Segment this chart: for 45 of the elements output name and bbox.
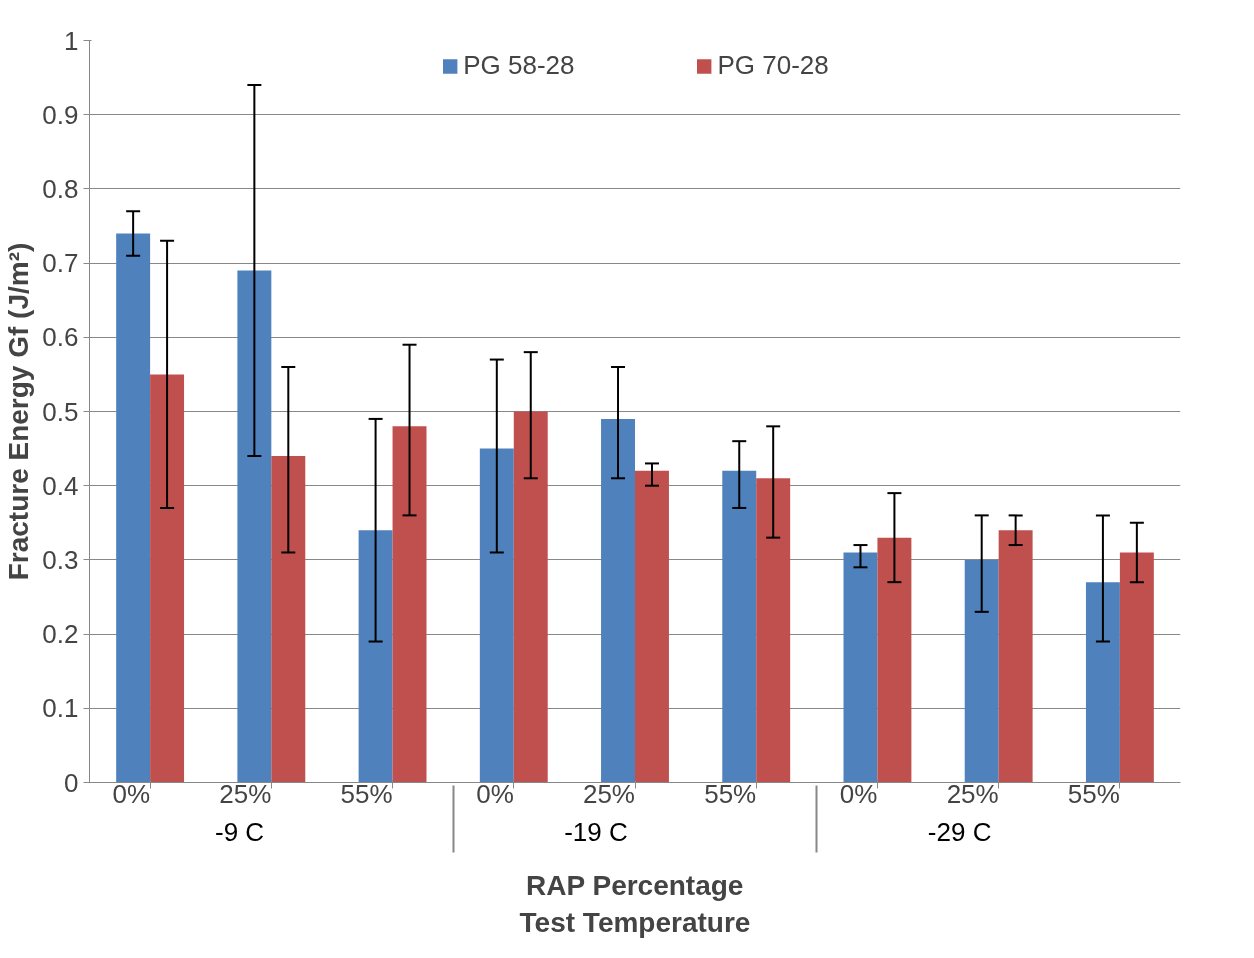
y-tick-label: 0.6 xyxy=(42,322,79,353)
bar xyxy=(271,456,306,783)
bar xyxy=(479,448,514,783)
x-axis-title: RAP Percentage Test Temperature xyxy=(519,869,751,938)
legend-label: PG 70-28 xyxy=(717,50,829,81)
bar xyxy=(635,470,669,783)
x-tick-label: 25% xyxy=(219,778,272,809)
x-tick-label: 0% xyxy=(839,778,878,809)
bar xyxy=(722,470,757,783)
text: -19 C xyxy=(564,816,628,847)
bar xyxy=(843,552,878,783)
bar xyxy=(237,270,272,783)
y-tick-label: 0.4 xyxy=(42,470,79,501)
text: -9 C xyxy=(214,816,265,847)
y-tick-label: 0.9 xyxy=(42,99,79,130)
y-tick-label: 0.8 xyxy=(42,173,79,204)
bar xyxy=(1119,552,1154,783)
x-tick-label: 55% xyxy=(1067,778,1120,809)
x-tick-label: 55% xyxy=(340,778,393,809)
x-tick-label: 0% xyxy=(476,778,514,809)
bar xyxy=(756,478,791,783)
bar xyxy=(964,559,999,783)
y-tick-label: 1 xyxy=(64,25,79,56)
bar xyxy=(150,374,185,783)
y-tick-label: 0.1 xyxy=(42,693,79,724)
y-tick-label: 0 xyxy=(64,767,79,798)
x-tick-label: 25% xyxy=(582,778,636,809)
x-tick-label: 55% xyxy=(704,778,757,809)
text: -29 C xyxy=(927,816,992,847)
y-tick-label: 0.7 xyxy=(42,248,79,279)
bar xyxy=(513,411,548,783)
legend-label: PG 58-28 xyxy=(463,50,575,81)
bar xyxy=(1085,582,1120,783)
x-tick-label: 25% xyxy=(946,778,999,809)
bar xyxy=(998,530,1033,783)
bar xyxy=(358,530,393,783)
bar xyxy=(601,418,635,783)
bar xyxy=(877,537,912,783)
bar xyxy=(116,233,151,783)
x-tick-label: 0% xyxy=(112,778,151,809)
y-tick-label: 0.3 xyxy=(42,544,79,575)
bar xyxy=(392,426,427,783)
y-axis-title: Fracture Energy Gf (J/m²) xyxy=(3,242,35,581)
y-tick-label: 0.5 xyxy=(42,396,79,427)
y-tick-label: 0.2 xyxy=(42,619,79,650)
